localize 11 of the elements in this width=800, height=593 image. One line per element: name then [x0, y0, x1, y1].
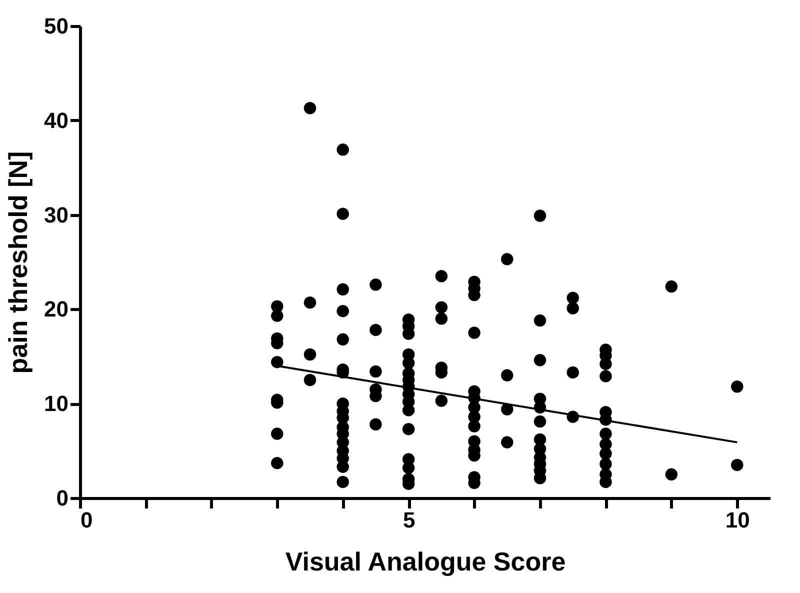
y-axis-title: pain threshold [N] [3, 151, 34, 374]
y-tick-label: 40 [44, 108, 68, 133]
y-tick-label: 10 [44, 391, 68, 416]
y-tick-label: 30 [44, 202, 68, 228]
y-tick-label: 20 [44, 296, 68, 322]
x-axis-title: Visual Analogue Score [285, 546, 566, 576]
x-tick-label: 10 [725, 508, 750, 532]
x-tick-label: 0 [80, 508, 93, 532]
x-tick-label: 5 [402, 508, 416, 532]
y-tick-label: 0 [56, 486, 68, 510]
y-tick-label: 50 [44, 14, 68, 38]
